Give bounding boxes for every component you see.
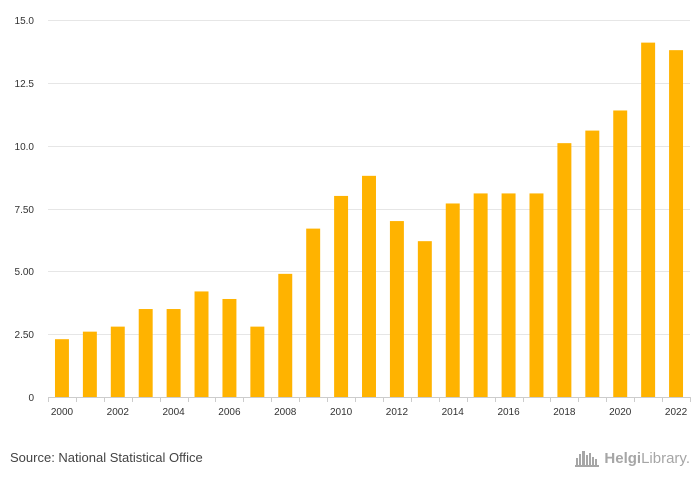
x-tick-label: 2008 [274,407,297,418]
bar-2002[interactable] [110,326,125,397]
bar-2005[interactable] [194,291,209,397]
bar-2013[interactable] [417,241,432,397]
logo-text-library: Library [641,449,686,467]
y-tick-label: 5.00 [15,267,35,278]
x-tick-label: 2000 [51,407,74,418]
x-tick-label: 2006 [218,407,241,418]
bar-2017[interactable] [529,193,544,397]
source-note: Source: National Statistical Office [10,450,203,465]
bar-2001[interactable] [82,331,97,397]
bar-2009[interactable] [306,228,321,397]
bar-2015[interactable] [473,193,488,397]
y-axis-labels: 0 2.50 5.00 7.50 10.0 12.5 15.0 [15,16,35,404]
bar-2010[interactable] [334,195,349,397]
bar-2008[interactable] [278,273,293,397]
bars [54,42,684,398]
bar-2016[interactable] [501,193,516,397]
bar-2018[interactable] [557,143,572,397]
bar-2011[interactable] [362,175,376,397]
y-tick-label: 0 [28,393,34,404]
y-tick-label: 10.0 [15,142,35,153]
bar-2004[interactable] [166,309,181,397]
x-tick-label: 2016 [497,407,520,418]
x-tick-label: 2020 [609,407,632,418]
bar-2021[interactable] [641,42,656,398]
logo-text-dot: . [685,449,690,467]
bar-2000[interactable] [54,339,69,397]
x-tick-label: 2022 [665,407,688,418]
x-axis-labels: 2000 2002 2004 2006 2008 2010 2012 2014 2016 2018… [51,407,688,418]
y-tick-label: 7.50 [15,205,35,216]
bar-2007[interactable] [250,326,265,397]
helgi-library-logo[interactable]: HelgiLibrary. [575,449,690,467]
bar-2022[interactable] [669,50,684,397]
bar-2019[interactable] [585,130,600,397]
y-tick-label: 12.5 [15,79,35,90]
logo-text-helgi: Helgi [604,449,642,467]
bar-2014[interactable] [445,203,460,397]
x-tick-label: 2018 [553,407,576,418]
x-tick-label: 2004 [162,407,185,418]
x-tick-label: 2012 [386,407,409,418]
helgi-library-skyline-icon [575,451,600,467]
x-axis [48,397,691,402]
y-tick-label: 15.0 [15,16,35,27]
bar-2012[interactable] [389,221,404,397]
y-tick-label: 2.50 [15,330,35,341]
x-tick-label: 2014 [442,407,465,418]
bar-2003[interactable] [138,309,153,397]
logo-text: HelgiLibrary. [604,450,690,467]
bar-2006[interactable] [222,298,237,397]
x-tick-label: 2002 [107,407,130,418]
x-tick-label: 2010 [330,407,353,418]
bar-2020[interactable] [613,110,628,397]
